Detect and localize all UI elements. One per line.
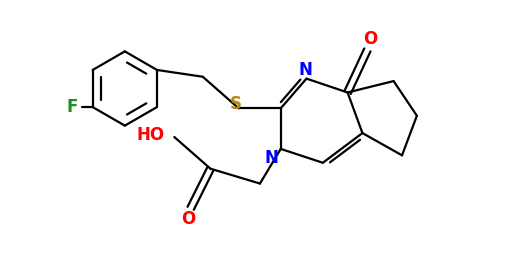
Text: S: S — [230, 95, 242, 113]
Text: N: N — [265, 149, 279, 167]
Text: N: N — [298, 61, 312, 79]
Text: HO: HO — [137, 126, 165, 143]
Text: O: O — [181, 210, 195, 228]
Text: O: O — [362, 30, 377, 48]
Text: F: F — [66, 98, 78, 116]
